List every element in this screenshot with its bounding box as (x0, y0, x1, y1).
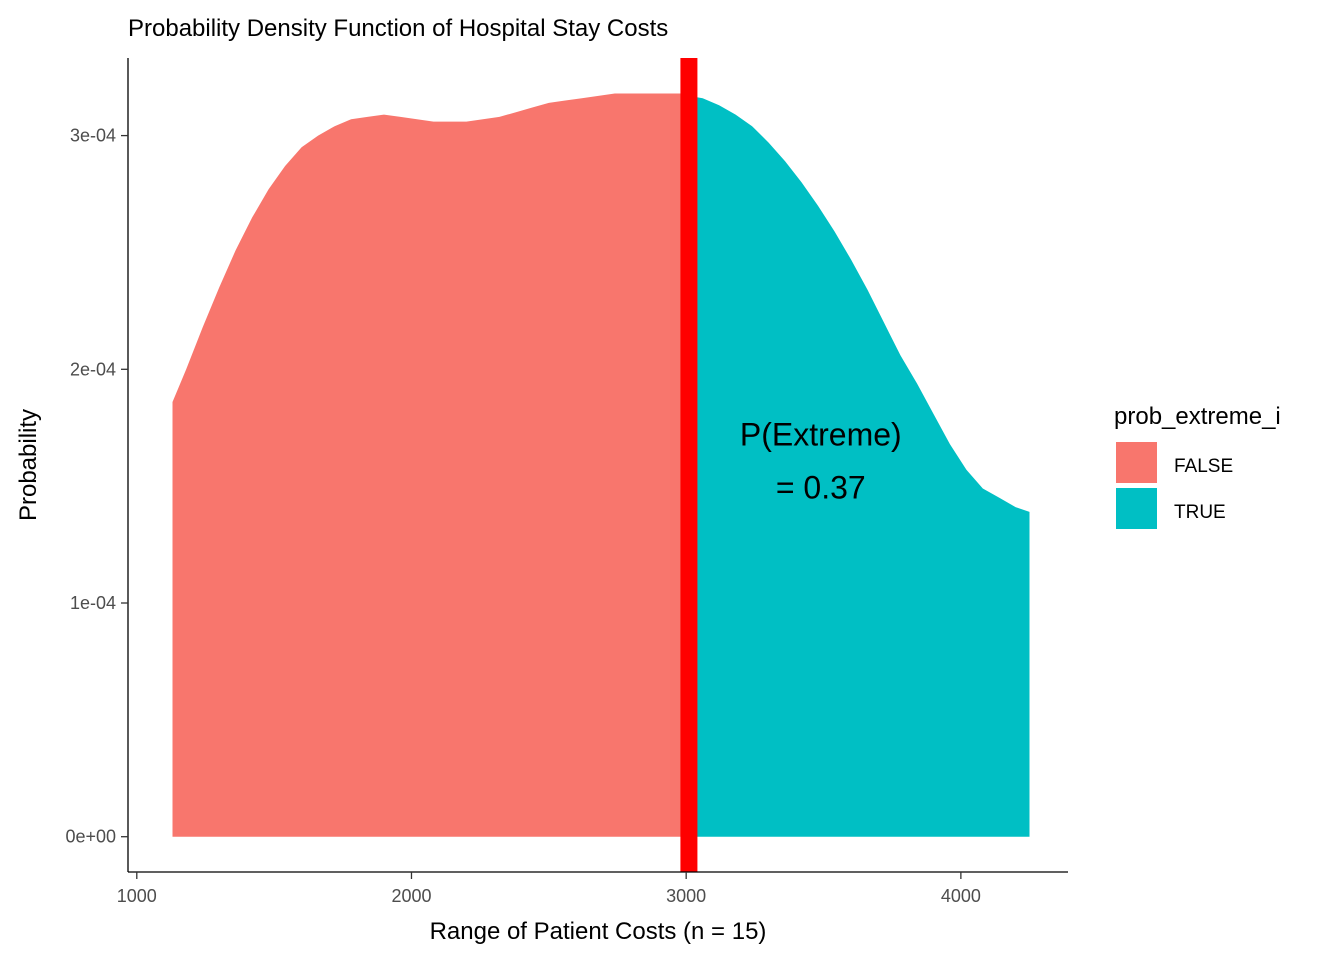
y-axis-title: Probability (15, 409, 42, 521)
y-tick-label: 0e+00 (65, 827, 116, 847)
density-area-false (172, 93, 689, 837)
annotation-value: = 0.37 (776, 469, 866, 505)
axes: 1000 2000 3000 4000 0e+00 1e-04 2e-04 3e-04 (65, 58, 1068, 906)
x-axis-title: Range of Patient Costs (n = 15) (430, 918, 767, 945)
x-tick-label: 3000 (666, 886, 706, 906)
x-tick-label: 4000 (941, 886, 981, 906)
legend-key-true (1116, 488, 1157, 529)
annotation-label: P(Extreme) (740, 416, 902, 452)
legend-label-false: FALSE (1174, 456, 1233, 477)
legend-label-true: TRUE (1174, 502, 1226, 523)
y-tick-label: 2e-04 (70, 359, 116, 379)
plot-area: P(Extreme) = 0.37 (172, 58, 1030, 872)
legend: prob_extreme_i FALSE TRUE (1114, 403, 1281, 529)
chart-title: Probability Density Function of Hospital… (128, 15, 668, 42)
x-tick-label: 1000 (117, 886, 157, 906)
y-tick-label: 3e-04 (70, 126, 116, 146)
legend-title: prob_extreme_i (1114, 403, 1281, 430)
density-area-true (688, 95, 1030, 837)
x-tick-label: 2000 (391, 886, 431, 906)
legend-key-false (1116, 442, 1157, 483)
y-tick-label: 1e-04 (70, 593, 116, 613)
